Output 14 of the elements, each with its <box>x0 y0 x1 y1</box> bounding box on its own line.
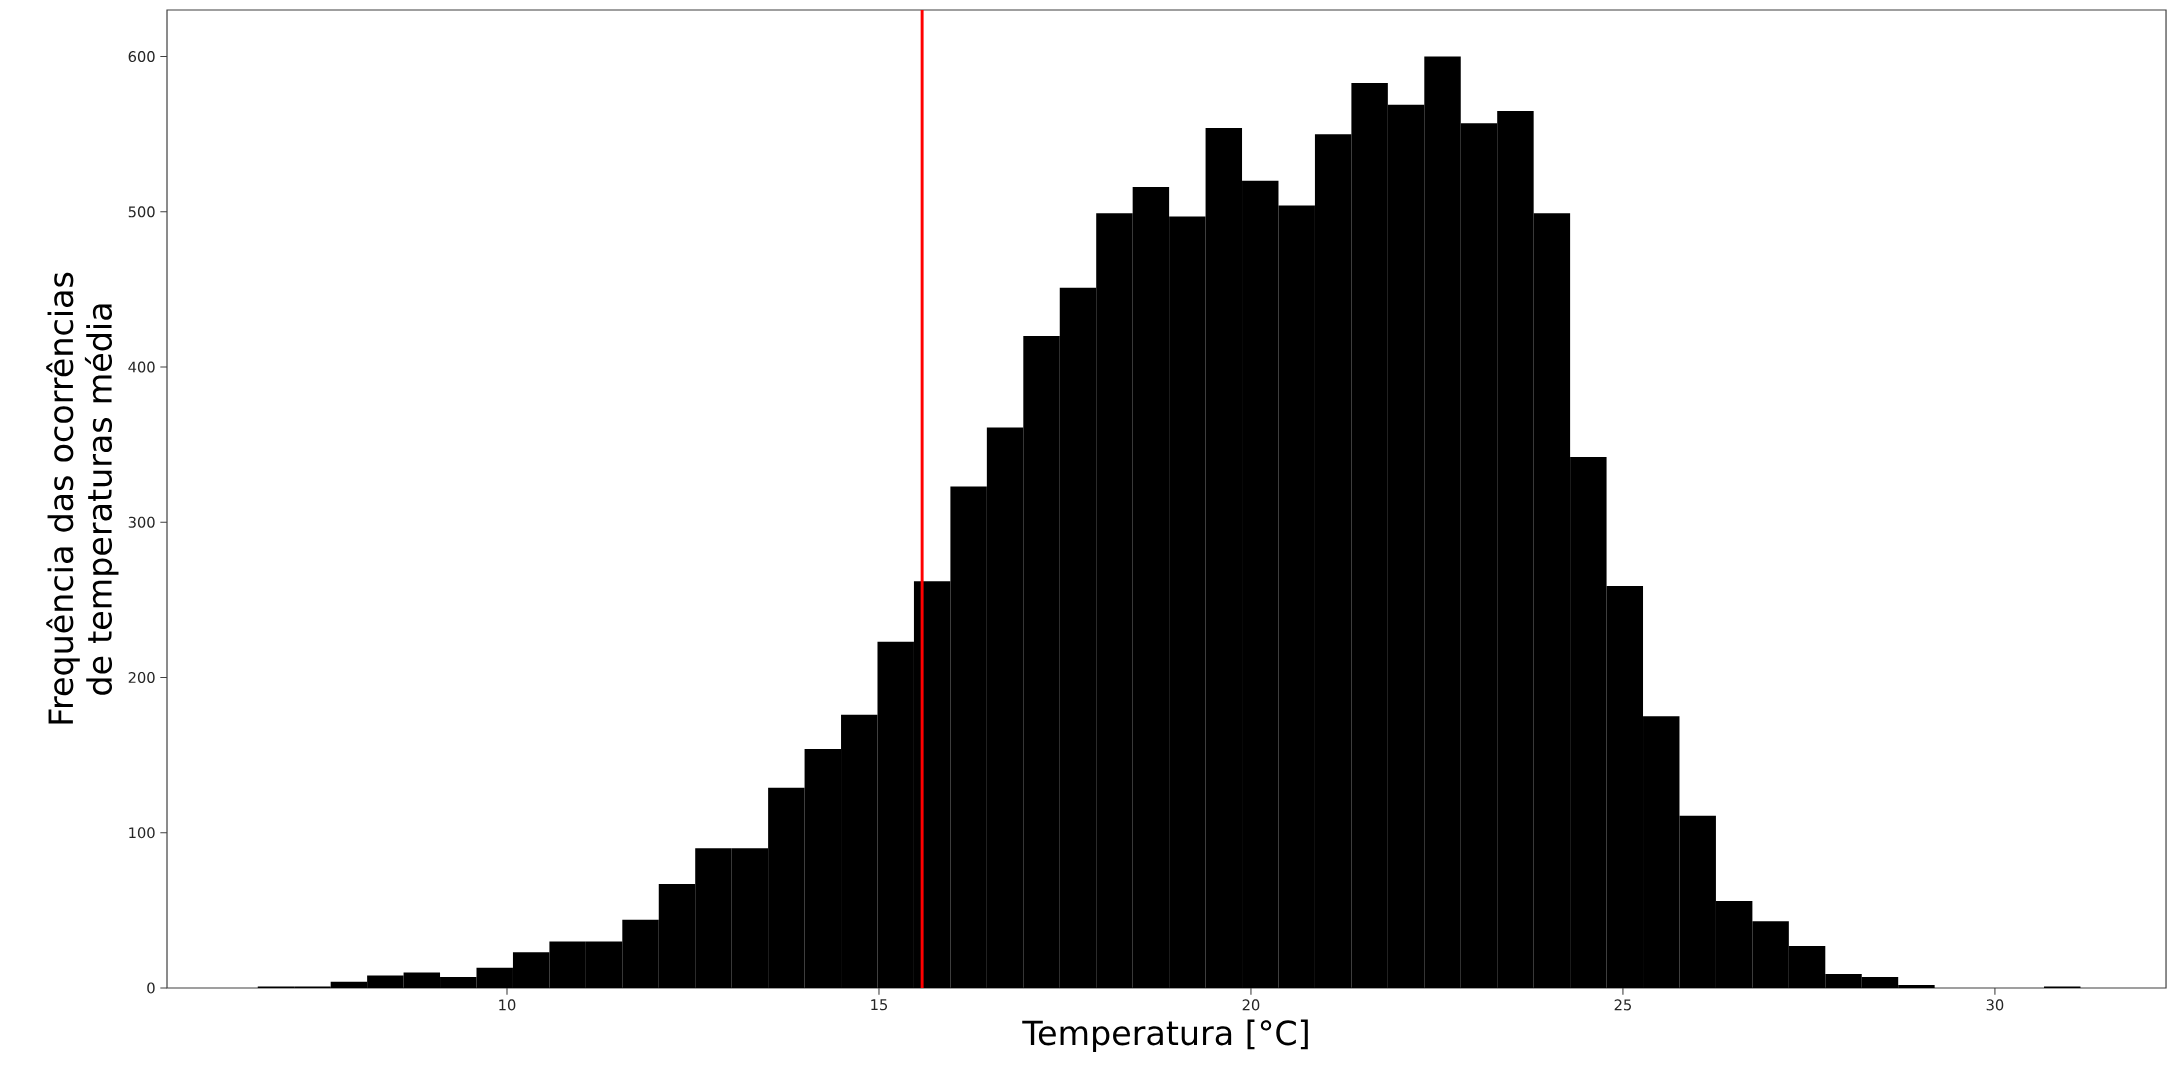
y-tick-label: 600 <box>128 51 155 63</box>
x-tick-label: 10 <box>499 999 516 1011</box>
y-tick-label: 400 <box>128 361 155 373</box>
x-axis-title: Temperatura [°C] <box>1022 1019 1308 1052</box>
y-tick-label: 0 <box>147 982 155 994</box>
x-tick-label: 15 <box>871 999 888 1011</box>
y-tick-label: 200 <box>128 671 155 684</box>
x-tick-label: 25 <box>1614 999 1631 1011</box>
x-tick-label: 30 <box>1986 999 2004 1011</box>
y-axis-title: Frequência das ocorrências de temperaturas média <box>46 272 119 724</box>
y-tick-label: 500 <box>128 206 155 218</box>
y-tick-label: 100 <box>129 827 155 839</box>
x-tick-label: 20 <box>1242 999 1260 1011</box>
y-tick-label: 300 <box>128 516 155 528</box>
